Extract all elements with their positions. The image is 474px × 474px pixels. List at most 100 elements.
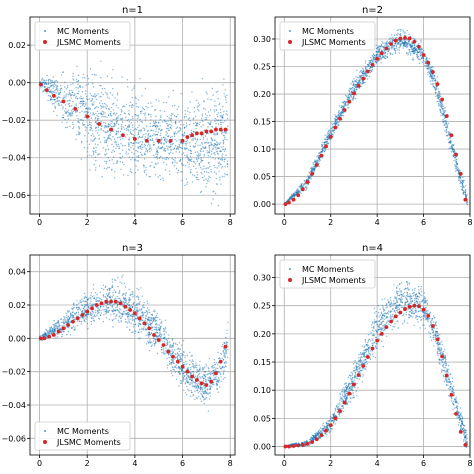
- mc-point: [165, 101, 168, 104]
- jlsmc-point: [156, 138, 161, 143]
- mc-point: [312, 162, 314, 164]
- mc-point: [219, 179, 221, 181]
- mc-point: [172, 361, 174, 363]
- mc-point: [216, 120, 219, 122]
- mc-point: [124, 136, 127, 138]
- mc-point: [294, 194, 296, 196]
- mc-point: [203, 155, 205, 157]
- mc-point: [160, 325, 162, 328]
- mc-point: [163, 330, 166, 332]
- mc-point: [371, 59, 373, 62]
- mc-point: [108, 287, 111, 290]
- mc-point: [149, 150, 151, 153]
- mc-point: [223, 110, 225, 113]
- mc-point: [115, 143, 118, 146]
- mc-point: [226, 173, 229, 176]
- mc-point: [97, 307, 99, 310]
- mc-point: [127, 125, 129, 128]
- mc-point: [151, 105, 153, 108]
- mc-point: [438, 99, 441, 101]
- mc-point: [302, 185, 304, 187]
- mc-point: [196, 99, 198, 102]
- mc-point: [84, 309, 86, 311]
- mc-point: [72, 325, 75, 327]
- mc-point: [104, 139, 106, 142]
- mc-point: [107, 311, 110, 313]
- mc-point: [225, 113, 227, 115]
- mc-point: [366, 75, 368, 77]
- mc-point: [112, 103, 114, 105]
- mc-point: [204, 389, 207, 392]
- mc-point: [225, 352, 228, 354]
- mc-point: [220, 374, 222, 376]
- mc-point: [164, 119, 166, 122]
- mc-point: [140, 129, 142, 131]
- mc-point: [321, 141, 324, 143]
- mc-point: [162, 177, 164, 179]
- mc-point: [143, 138, 146, 140]
- mc-point: [164, 137, 166, 139]
- mc-point: [189, 351, 191, 354]
- mc-point: [195, 382, 197, 385]
- mc-point: [317, 154, 319, 157]
- mc-point: [111, 169, 113, 171]
- jlsmc-point: [38, 82, 43, 87]
- mc-point: [72, 308, 74, 310]
- mc-point: [97, 106, 99, 109]
- mc-point: [325, 140, 328, 143]
- mc-point: [106, 297, 108, 300]
- mc-point: [189, 160, 191, 162]
- mc-point: [110, 114, 112, 116]
- jlsmc-point: [398, 36, 403, 41]
- mc-point: [363, 74, 365, 77]
- mc-point: [427, 74, 429, 76]
- mc-point: [304, 183, 306, 185]
- mc-point: [288, 198, 290, 200]
- mc-point: [73, 126, 75, 128]
- mc-point: [159, 174, 161, 177]
- legend-marker-jlsmc: [288, 40, 292, 44]
- mc-point: [432, 83, 434, 86]
- mc-point: [305, 189, 307, 191]
- mc-point: [466, 204, 469, 206]
- mc-point: [111, 143, 113, 146]
- mc-point: [321, 151, 323, 153]
- mc-point: [201, 389, 204, 391]
- mc-point: [90, 294, 92, 297]
- mc-point: [218, 143, 221, 145]
- mc-point: [144, 328, 147, 330]
- mc-point: [112, 291, 114, 294]
- mc-point: [177, 131, 179, 134]
- mc-point: [400, 28, 402, 31]
- jlsmc-point: [417, 44, 421, 49]
- mc-point: [50, 81, 53, 84]
- mc-point: [341, 105, 344, 108]
- mc-point: [416, 56, 419, 59]
- mc-point: [116, 295, 119, 298]
- mc-point: [148, 336, 150, 338]
- axes-frame: [29, 16, 236, 215]
- mc-point: [143, 129, 146, 132]
- mc-point: [377, 61, 379, 63]
- mc-point: [79, 320, 81, 322]
- mc-point: [113, 138, 116, 140]
- mc-point: [438, 96, 441, 98]
- mc-point: [119, 161, 122, 163]
- mc-point: [193, 161, 196, 163]
- mc-point: [395, 50, 397, 52]
- mc-point: [43, 90, 45, 92]
- mc-point: [108, 114, 110, 116]
- mc-point: [93, 163, 95, 166]
- mc-point: [389, 47, 391, 49]
- mc-point: [150, 119, 152, 121]
- mc-point: [401, 41, 403, 43]
- mc-point: [303, 184, 305, 186]
- mc-point: [147, 323, 149, 325]
- mc-point: [144, 154, 146, 156]
- mc-point: [219, 142, 222, 144]
- jlsmc-point: [393, 38, 398, 43]
- mc-point: [168, 348, 170, 350]
- mc-point: [92, 150, 94, 152]
- mc-point: [130, 129, 132, 131]
- mc-point: [162, 352, 165, 354]
